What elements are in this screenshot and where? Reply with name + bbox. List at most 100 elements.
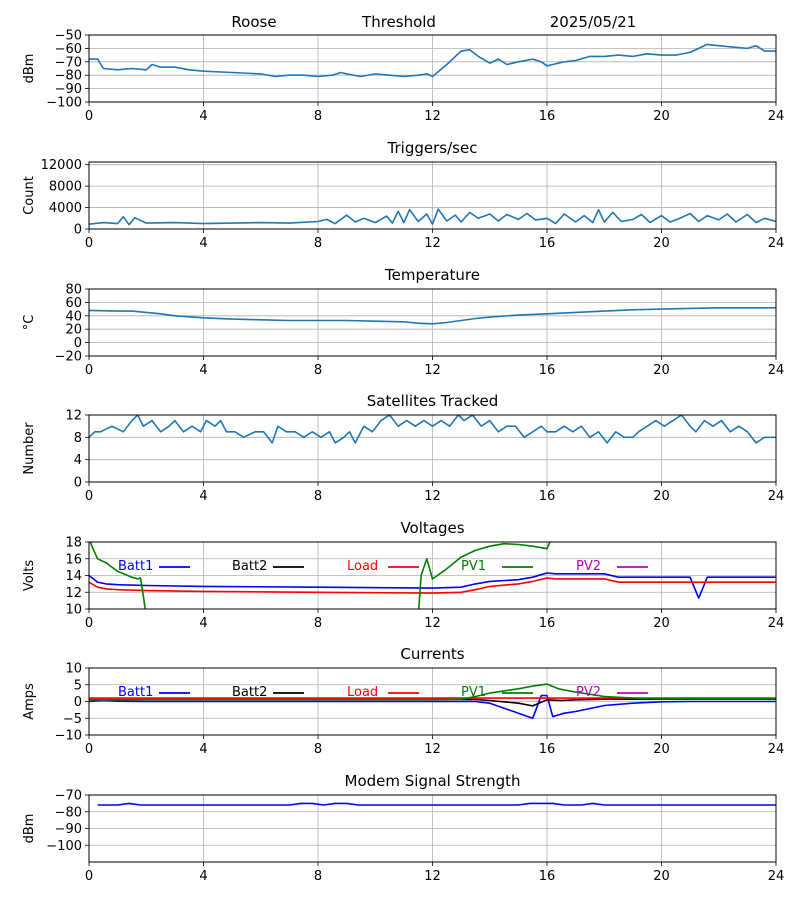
x-tick-label: 20	[653, 869, 670, 884]
x-tick-label: 24	[768, 109, 785, 124]
grid	[88, 414, 777, 483]
series-line	[89, 306, 776, 325]
x-tick-label: 4	[199, 109, 207, 124]
y-tick-label: 18	[65, 536, 82, 551]
x-tick-label: 20	[653, 489, 670, 504]
x-tick-label: 0	[85, 236, 93, 251]
y-tick-label: −5	[63, 712, 82, 727]
panel-title: Currents	[400, 645, 464, 663]
series-line	[89, 208, 776, 226]
panel-threshold: 0 4 8 12 16 20 24 −50−60−70−80−90−100 dBm	[22, 29, 784, 125]
x-tick-label: 8	[314, 489, 322, 504]
panel-satellites: 0 4 8 12 16 20 24 0 4 8 12 Satellites Tracked Number	[22, 392, 784, 504]
x-tick-label: 16	[539, 363, 556, 378]
x-tick-label: 20	[653, 109, 670, 124]
y-axis-label: Count	[22, 176, 37, 215]
x-tick-label: 16	[539, 742, 556, 757]
series-line-load	[89, 577, 776, 594]
grid	[88, 541, 777, 610]
y-axis-label: °C	[22, 315, 37, 331]
y-axis-label: Number	[22, 422, 37, 475]
x-tick-label: 24	[768, 489, 785, 504]
series-group	[89, 542, 776, 609]
y-tick-label: −90	[55, 82, 82, 97]
x-tick-label: 8	[314, 236, 322, 251]
x-tick-label: 4	[199, 489, 207, 504]
x-tick-label: 24	[768, 236, 785, 251]
y-tick-label: −50	[55, 29, 82, 44]
x-tick-label: 24	[768, 616, 785, 631]
x-tick-label: 4	[199, 236, 207, 251]
y-tick-label: 12	[65, 586, 82, 601]
grid	[88, 34, 777, 103]
y-tick-label: 80	[65, 283, 82, 298]
x-tick-label: 8	[314, 109, 322, 124]
y-tick-label: 0	[74, 476, 82, 491]
x-tick-label: 4	[199, 363, 207, 378]
legend-label-load: Load	[347, 685, 378, 700]
x-tick-label: 12	[424, 742, 441, 757]
series-group	[89, 415, 776, 444]
y-tick-label: 4000	[49, 201, 82, 216]
y-tick-label: −70	[55, 55, 82, 70]
series-line-batt1	[89, 694, 776, 720]
grid	[88, 162, 777, 230]
y-tick-label: 12	[65, 409, 82, 424]
y-tick-label: −70	[55, 789, 82, 804]
x-tick-label: 12	[424, 869, 441, 884]
panel-title: Satellites Tracked	[367, 392, 498, 410]
panel-title: Triggers/sec	[387, 139, 478, 157]
y-tick-label: −20	[55, 350, 82, 365]
legend-label-batt1: Batt1	[118, 685, 153, 700]
legend-label-load: Load	[347, 559, 378, 574]
x-tick-label: 0	[85, 109, 93, 124]
station-label: Roose	[231, 13, 276, 31]
y-tick-label: 4	[74, 453, 82, 468]
y-tick-label: 0	[74, 336, 82, 351]
y-tick-label: −80	[55, 805, 82, 820]
x-tick-label: 12	[424, 236, 441, 251]
series-line-pv1	[89, 542, 551, 609]
x-tick-label: 16	[539, 616, 556, 631]
x-tick-label: 8	[314, 869, 322, 884]
x-tick-label: 16	[539, 489, 556, 504]
y-tick-label: 8	[74, 431, 82, 446]
y-tick-label: −10	[55, 729, 82, 744]
series-group	[89, 306, 776, 325]
x-tick-label: 12	[424, 363, 441, 378]
y-axis-label: dBm	[22, 54, 37, 84]
x-tick-label: 16	[539, 109, 556, 124]
y-tick-label: −90	[55, 822, 82, 837]
y-tick-label: 10	[65, 662, 82, 677]
legend-label-batt2: Batt2	[232, 559, 267, 574]
panel-title: Modem Signal Strength	[345, 772, 521, 790]
x-tick-label: 8	[314, 742, 322, 757]
y-tick-label: −100	[46, 839, 82, 854]
x-tick-label: 12	[424, 109, 441, 124]
y-tick-label: −80	[55, 69, 82, 84]
header-subtitle: Threshold	[361, 13, 436, 31]
panel-modem: 0 4 8 12 16 20 24 −70−80 −90 −100 Modem Signal Str…	[22, 772, 784, 884]
y-tick-label: −60	[55, 42, 82, 57]
y-tick-label: −100	[46, 96, 82, 111]
series-group	[89, 43, 776, 78]
x-tick-label: 0	[85, 869, 93, 884]
series-line-batt1	[89, 572, 776, 599]
series-group	[89, 683, 776, 720]
x-tick-label: 20	[653, 742, 670, 757]
series-group	[89, 208, 776, 226]
series-line	[97, 802, 776, 806]
legend-label-pv2: PV2	[576, 685, 601, 700]
x-tick-label: 16	[539, 236, 556, 251]
x-tick-label: 0	[85, 363, 93, 378]
x-tick-label: 0	[85, 742, 93, 757]
y-tick-label: 20	[65, 323, 82, 338]
x-tick-label: 12	[424, 616, 441, 631]
y-tick-label: 12000	[41, 158, 82, 173]
x-tick-label: 8	[314, 363, 322, 378]
x-tick-label: 4	[199, 742, 207, 757]
x-tick-label: 24	[768, 869, 785, 884]
panel-title: Voltages	[400, 519, 464, 537]
